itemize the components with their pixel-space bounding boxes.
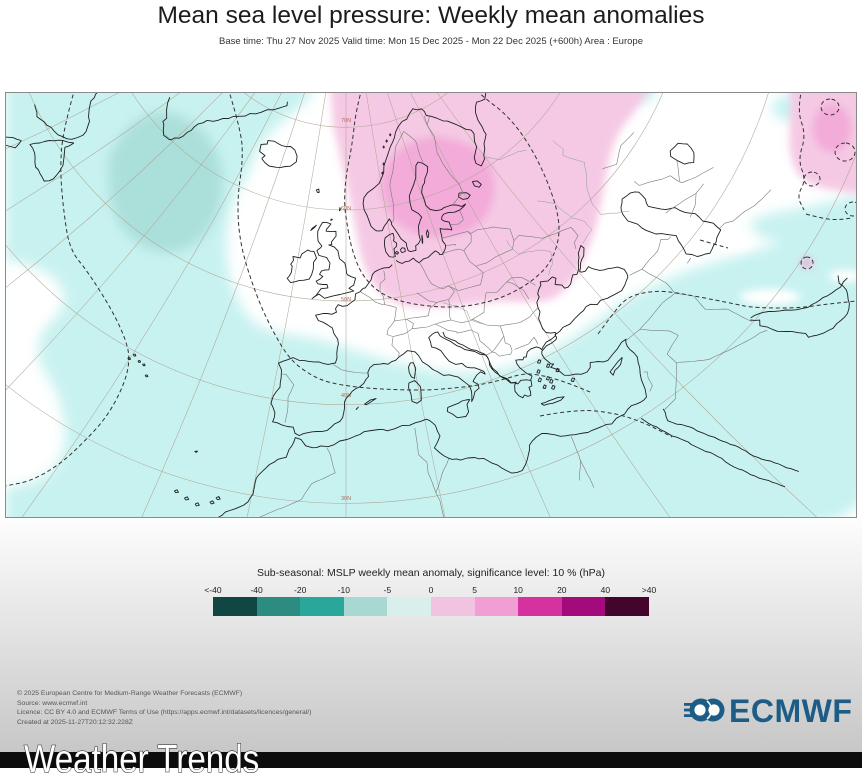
svg-text:70N: 70N <box>341 118 351 124</box>
svg-text:40N: 40N <box>341 393 351 399</box>
svg-text:30N: 30N <box>341 496 351 502</box>
svg-text:60N: 60N <box>341 206 351 212</box>
svg-text:50N: 50N <box>341 297 351 303</box>
